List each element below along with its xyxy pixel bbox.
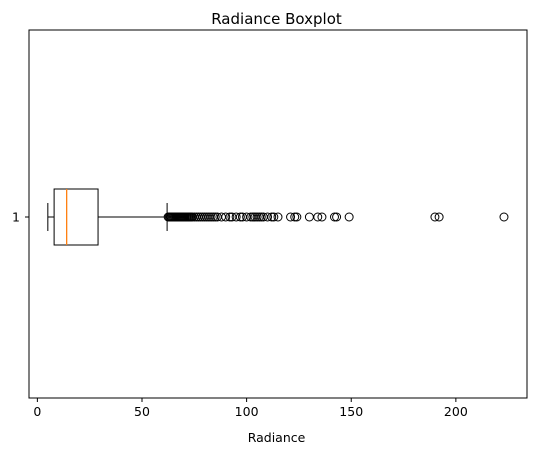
x-tick-label: 0 — [33, 404, 41, 419]
flier-points — [163, 212, 509, 222]
box-series-1 — [47, 188, 168, 246]
flier-point — [273, 212, 283, 222]
flier-point — [290, 212, 300, 222]
box-iqr — [53, 188, 99, 246]
plot-area — [28, 29, 528, 399]
flier-point — [292, 212, 302, 222]
x-tick-label: 50 — [134, 404, 150, 419]
flier-point — [317, 212, 327, 222]
flier-point — [286, 212, 296, 222]
flier-point — [499, 212, 509, 222]
x-axis-ticks: 0 50 100 150 200 — [33, 398, 468, 419]
flier-point — [225, 212, 235, 222]
flier-point — [221, 212, 231, 222]
flier-point — [344, 212, 354, 222]
flier-point — [252, 212, 262, 222]
flier-point — [329, 212, 339, 222]
flier-point — [304, 212, 314, 222]
chart-title: Radiance Boxplot — [211, 10, 342, 28]
flier-point — [235, 212, 245, 222]
flier-point — [263, 212, 273, 222]
flier-point — [313, 212, 323, 222]
flier-point — [210, 212, 220, 222]
flier-point — [269, 212, 279, 222]
flier-point — [434, 212, 444, 222]
y-axis-ticks: 1 — [12, 210, 29, 225]
flier-point — [430, 212, 440, 222]
x-tick-label: 150 — [339, 404, 363, 419]
flier-point — [231, 212, 241, 222]
y-tick-label: 1 — [12, 210, 20, 225]
x-axis-label: Radiance — [248, 430, 306, 445]
flier-point — [332, 212, 342, 222]
flier-point — [267, 212, 277, 222]
x-tick-label: 200 — [444, 404, 468, 419]
x-tick-label: 100 — [235, 404, 259, 419]
flier-point — [206, 212, 216, 222]
flier-point — [256, 212, 266, 222]
